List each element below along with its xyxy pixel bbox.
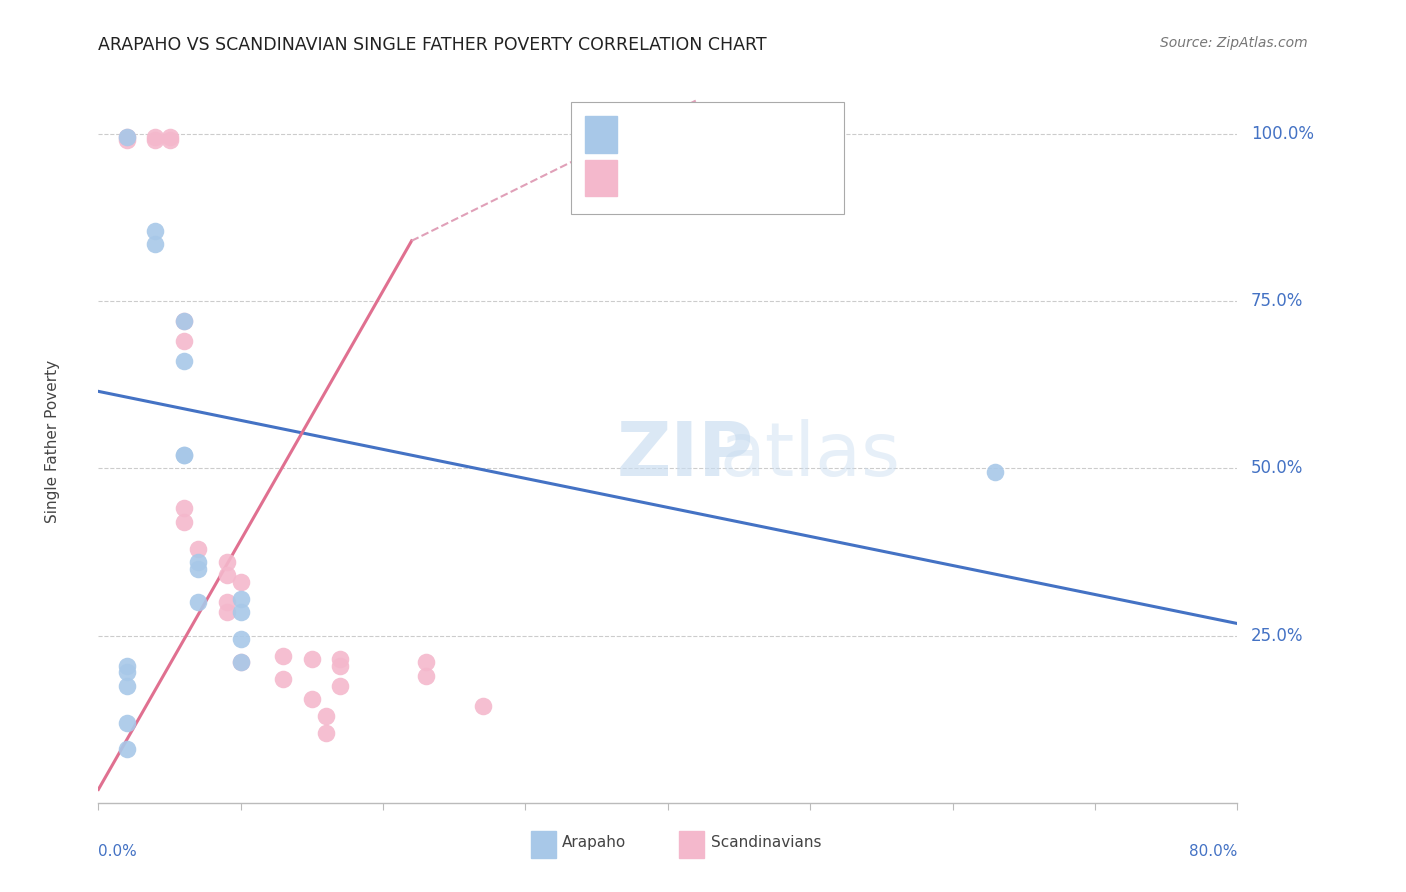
Text: 0.0%: 0.0% xyxy=(98,845,138,860)
Text: Scandinavians: Scandinavians xyxy=(711,835,821,850)
FancyBboxPatch shape xyxy=(571,102,845,214)
Point xyxy=(145,134,167,148)
Point xyxy=(173,354,195,368)
Text: atlas: atlas xyxy=(718,419,900,492)
Point xyxy=(159,134,181,148)
Text: R =: R = xyxy=(630,126,666,144)
Point xyxy=(115,658,138,673)
Text: N =: N = xyxy=(751,126,799,144)
Point xyxy=(415,655,437,669)
Text: -0.341: -0.341 xyxy=(671,126,731,144)
Point xyxy=(115,134,138,148)
Point xyxy=(329,658,352,673)
Point xyxy=(173,448,195,462)
Point xyxy=(315,708,337,723)
Point xyxy=(215,555,238,569)
Point xyxy=(229,632,252,646)
Point xyxy=(229,605,252,619)
Text: Single Father Poverty: Single Father Poverty xyxy=(45,360,60,523)
Text: 20: 20 xyxy=(801,126,824,144)
Point xyxy=(115,679,138,693)
Point xyxy=(159,130,181,145)
Point xyxy=(301,652,323,666)
Point xyxy=(187,555,209,569)
Text: R =: R = xyxy=(630,169,666,186)
Text: 0.510: 0.510 xyxy=(671,169,730,186)
Point xyxy=(315,725,337,739)
Point xyxy=(229,655,252,669)
Text: 80.0%: 80.0% xyxy=(1189,845,1237,860)
Point xyxy=(173,501,195,516)
Point xyxy=(145,224,167,238)
Text: 25.0%: 25.0% xyxy=(1251,626,1303,645)
Point xyxy=(145,237,167,252)
Text: ARAPAHO VS SCANDINAVIAN SINGLE FATHER POVERTY CORRELATION CHART: ARAPAHO VS SCANDINAVIAN SINGLE FATHER PO… xyxy=(98,36,768,54)
Point xyxy=(273,672,295,686)
Point xyxy=(115,665,138,680)
Text: N =: N = xyxy=(751,169,799,186)
Bar xyxy=(585,160,617,196)
Point xyxy=(229,575,252,590)
Point xyxy=(187,562,209,576)
Point xyxy=(329,679,352,693)
Bar xyxy=(679,831,704,858)
Point xyxy=(215,595,238,609)
Point xyxy=(115,130,138,145)
Point xyxy=(115,742,138,756)
Point xyxy=(173,515,195,529)
Point xyxy=(471,698,494,713)
Point xyxy=(115,130,138,145)
Bar xyxy=(585,116,617,153)
Point xyxy=(984,465,1007,479)
Text: 75.0%: 75.0% xyxy=(1251,292,1303,310)
Point xyxy=(229,591,252,606)
Point xyxy=(187,595,209,609)
Point xyxy=(215,605,238,619)
Point xyxy=(329,652,352,666)
Text: Source: ZipAtlas.com: Source: ZipAtlas.com xyxy=(1160,36,1308,50)
Point xyxy=(415,669,437,683)
Point xyxy=(173,314,195,328)
Point xyxy=(301,692,323,706)
Bar xyxy=(531,831,557,858)
Point xyxy=(273,648,295,663)
Point xyxy=(173,314,195,328)
Text: 50.0%: 50.0% xyxy=(1251,459,1303,477)
Text: 29: 29 xyxy=(801,169,824,186)
Text: 100.0%: 100.0% xyxy=(1251,125,1315,143)
Text: Arapaho: Arapaho xyxy=(562,835,626,850)
Point xyxy=(229,655,252,669)
Point xyxy=(173,448,195,462)
Point xyxy=(145,130,167,145)
Point xyxy=(215,568,238,582)
Point xyxy=(115,715,138,730)
Point xyxy=(187,541,209,556)
Text: ZIP: ZIP xyxy=(617,419,754,492)
Point xyxy=(173,334,195,349)
